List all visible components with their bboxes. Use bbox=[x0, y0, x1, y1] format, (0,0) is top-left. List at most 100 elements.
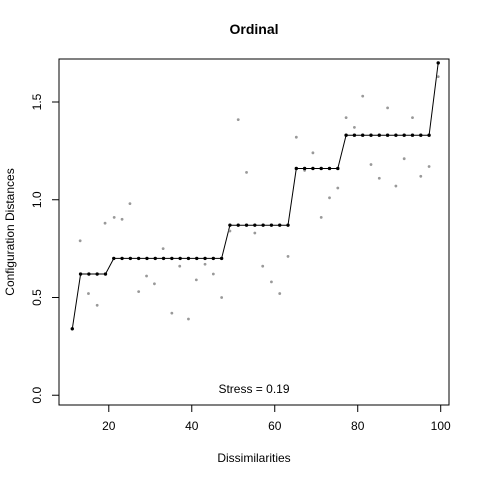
observed-point bbox=[253, 231, 257, 235]
observed-point bbox=[145, 274, 148, 278]
fitted-point bbox=[211, 256, 216, 261]
observed-point bbox=[137, 290, 141, 294]
fitted-point bbox=[336, 166, 340, 171]
fitted-point bbox=[352, 133, 357, 137]
observed-point bbox=[187, 317, 190, 321]
fitted-point bbox=[244, 223, 249, 227]
fitted-points bbox=[70, 61, 440, 331]
observed-point bbox=[361, 94, 365, 98]
fitted-point bbox=[70, 327, 74, 331]
observed-point bbox=[411, 116, 414, 120]
fitted-point bbox=[103, 272, 108, 276]
fitted-point bbox=[236, 223, 240, 227]
fitted-point bbox=[377, 133, 381, 137]
fitted-point bbox=[195, 256, 199, 261]
fitted-point bbox=[311, 166, 315, 171]
observed-point bbox=[436, 75, 440, 78]
observed-point bbox=[278, 292, 282, 295]
fitted-point bbox=[112, 256, 116, 261]
fitted-point bbox=[186, 256, 191, 261]
observed-point bbox=[344, 116, 348, 120]
observed-point bbox=[194, 278, 198, 282]
observed-point bbox=[203, 262, 207, 266]
fitted-point bbox=[419, 133, 423, 137]
fitted-point bbox=[269, 223, 274, 227]
step-line-path bbox=[71, 62, 439, 329]
observed-point bbox=[270, 280, 273, 284]
fitted-point bbox=[178, 256, 182, 261]
fitted-point bbox=[95, 272, 99, 276]
observed-point bbox=[419, 174, 423, 178]
observed-point bbox=[427, 165, 431, 168]
observed-point bbox=[353, 126, 356, 129]
y-tick-label: 1.0 bbox=[30, 191, 44, 208]
observed-point bbox=[328, 196, 331, 200]
y-tick-label: 1.5 bbox=[30, 93, 44, 110]
observed-point bbox=[95, 303, 99, 307]
observed-point bbox=[261, 264, 265, 268]
fitted-point bbox=[302, 166, 307, 171]
observed-point bbox=[170, 311, 174, 315]
x-tick-label: 40 bbox=[185, 419, 199, 433]
fitted-point bbox=[385, 133, 390, 137]
fitted-point bbox=[145, 256, 149, 261]
y-axis-label: Configuration Distances bbox=[3, 168, 17, 295]
x-tick-label: 80 bbox=[351, 419, 365, 433]
fitted-point bbox=[327, 166, 332, 171]
observed-point bbox=[153, 282, 156, 286]
observed-point bbox=[228, 229, 232, 233]
fitted-point bbox=[319, 166, 323, 171]
observed-point bbox=[377, 176, 381, 180]
fitted-step-line bbox=[71, 62, 439, 329]
observed-point bbox=[369, 163, 373, 166]
observed-point bbox=[236, 118, 240, 121]
y-tick-label: 0.0 bbox=[30, 387, 44, 404]
fitted-point bbox=[361, 133, 365, 137]
y-axis: 0.0 0.5 1.0 1.5 bbox=[30, 93, 60, 404]
observed-point bbox=[402, 157, 406, 161]
fitted-point bbox=[261, 223, 265, 227]
fitted-point bbox=[120, 256, 124, 261]
x-tick-label: 20 bbox=[102, 419, 116, 433]
fitted-point bbox=[228, 223, 232, 227]
chart-title: Ordinal bbox=[229, 21, 278, 37]
observed-point bbox=[128, 202, 132, 206]
x-tick-label: 100 bbox=[431, 419, 451, 433]
x-axis: 20 40 60 80 100 bbox=[102, 404, 451, 433]
stress-annotation: Stress = 0.19 bbox=[218, 382, 289, 396]
fitted-point bbox=[344, 133, 348, 137]
observed-point bbox=[311, 151, 315, 155]
fitted-point bbox=[161, 256, 166, 261]
fitted-point bbox=[427, 133, 431, 137]
fitted-point bbox=[203, 256, 207, 261]
fitted-point bbox=[369, 133, 373, 137]
observed-points bbox=[70, 75, 440, 331]
observed-point bbox=[294, 135, 298, 139]
observed-point bbox=[87, 292, 90, 295]
observed-point bbox=[178, 264, 182, 268]
observed-point bbox=[386, 106, 389, 110]
fitted-point bbox=[436, 61, 440, 65]
fitted-point bbox=[253, 223, 257, 227]
observed-point bbox=[78, 239, 82, 243]
fitted-point bbox=[87, 272, 91, 276]
observed-point bbox=[220, 296, 224, 299]
x-tick-label: 60 bbox=[268, 419, 282, 433]
observed-point bbox=[336, 186, 340, 190]
fitted-point bbox=[410, 133, 415, 137]
y-tick-label: 0.5 bbox=[30, 289, 44, 306]
observed-point bbox=[112, 215, 116, 219]
fitted-point bbox=[278, 223, 282, 227]
fitted-point bbox=[78, 272, 83, 276]
observed-point bbox=[319, 215, 323, 219]
fitted-point bbox=[402, 133, 406, 137]
observed-point bbox=[161, 247, 165, 251]
fitted-point bbox=[294, 166, 299, 171]
fitted-point bbox=[394, 133, 398, 137]
observed-point bbox=[394, 184, 398, 188]
observed-point bbox=[286, 255, 290, 258]
fitted-point bbox=[136, 256, 141, 261]
fitted-point bbox=[153, 256, 157, 261]
observed-point bbox=[103, 221, 107, 225]
